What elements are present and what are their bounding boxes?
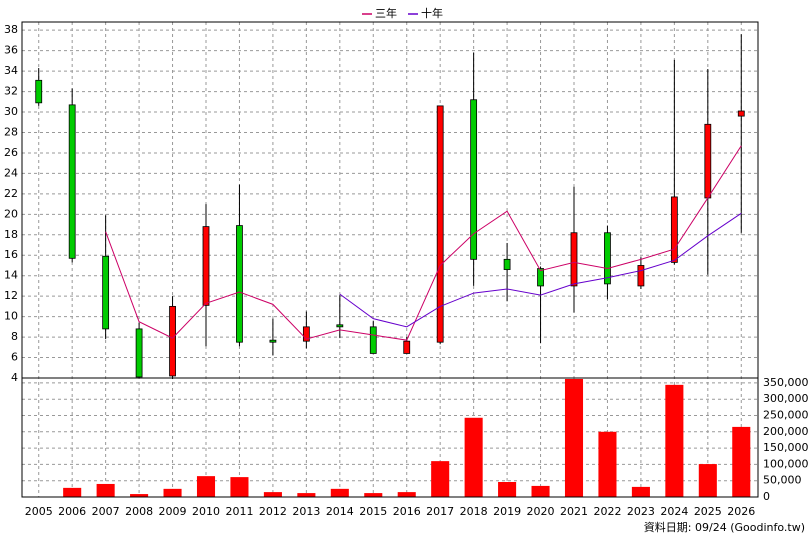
y2-tick-label: 250,000	[763, 408, 808, 421]
x-tick-label: 2010	[192, 505, 220, 518]
candle-body	[537, 268, 544, 287]
x-tick-label: 2005	[25, 505, 53, 518]
x-tick-label: 2013	[292, 505, 320, 518]
x-tick-label: 2017	[426, 505, 454, 518]
ma-line	[105, 145, 742, 341]
candle-body	[35, 79, 43, 104]
volume-bar	[230, 477, 249, 497]
volume-bar	[263, 492, 282, 497]
volume-bar	[163, 488, 182, 497]
candle-body	[704, 123, 712, 199]
y2-tick-label: 100,000	[763, 457, 808, 470]
y2-tick-label: 300,000	[763, 392, 808, 405]
legend-label: 十年	[421, 6, 443, 20]
y2-tick-label: 0	[763, 490, 770, 503]
x-tick-label: 2025	[694, 505, 722, 518]
y-tick-label: 14	[4, 269, 18, 282]
plot-frame	[21, 21, 759, 498]
y-tick-label: 12	[4, 289, 18, 302]
volume-bar	[631, 486, 650, 497]
x-tick-label: 2021	[560, 505, 588, 518]
y-tick-label: 26	[4, 146, 18, 159]
y-tick-label: 20	[4, 207, 18, 220]
y-tick-label: 8	[11, 330, 18, 343]
candle-body	[503, 258, 511, 270]
y-tick-label: 4	[11, 371, 18, 384]
candle-body	[302, 326, 310, 342]
y2-tick-label: 50,000	[763, 474, 802, 487]
candle-body	[403, 340, 411, 354]
x-tick-label: 2015	[359, 505, 387, 518]
candle-body	[202, 226, 210, 306]
candle-body	[269, 339, 277, 343]
candle-body	[102, 255, 110, 330]
y-tick-label: 34	[4, 64, 18, 77]
candle-body	[670, 196, 678, 263]
x-tick-label: 2020	[527, 505, 555, 518]
x-tick-label: 2007	[92, 505, 120, 518]
candle-body	[637, 265, 645, 287]
y-tick-label: 10	[4, 310, 18, 323]
y-tick-label: 16	[4, 248, 18, 261]
volume-bar	[364, 493, 383, 497]
y-tick-label: 6	[11, 351, 18, 364]
y-tick-label: 32	[4, 85, 18, 98]
x-tick-label: 2019	[493, 505, 521, 518]
y-tick-label: 24	[4, 166, 18, 179]
candle-body	[68, 104, 76, 259]
y-tick-label: 30	[4, 105, 18, 118]
volume-bar	[63, 487, 82, 497]
volume-bar	[732, 426, 751, 497]
x-tick-label: 2011	[225, 505, 253, 518]
volume-bar	[130, 494, 149, 497]
candle-body	[737, 110, 745, 117]
x-tick-label: 2012	[259, 505, 287, 518]
y2-tick-label: 350,000	[763, 376, 808, 389]
candle-body	[336, 324, 344, 328]
y-tick-label: 22	[4, 187, 18, 200]
volume-bar	[464, 417, 483, 497]
y2-tick-label: 200,000	[763, 425, 808, 438]
candle-body	[436, 105, 444, 343]
x-tick-label: 2006	[58, 505, 86, 518]
x-tick-label: 2016	[393, 505, 421, 518]
volume-bar	[297, 493, 316, 497]
ma-line	[339, 212, 742, 328]
y-tick-label: 18	[4, 228, 18, 241]
x-tick-label: 2008	[125, 505, 153, 518]
volume-bar	[498, 482, 517, 497]
y-tick-label: 28	[4, 125, 18, 138]
volume-bar	[665, 384, 684, 497]
volume-bar	[598, 431, 617, 497]
candle-body	[169, 305, 176, 377]
volume-bar	[564, 378, 584, 497]
volume-bar	[196, 476, 216, 497]
y2-tick-label: 150,000	[763, 441, 808, 454]
volume-bar	[330, 488, 349, 497]
volume-bar	[531, 485, 550, 497]
x-tick-label: 2009	[159, 505, 187, 518]
candle-body	[236, 225, 243, 343]
x-tick-label: 2014	[326, 505, 354, 518]
candle-body	[604, 232, 611, 285]
volume-bar	[96, 483, 115, 497]
x-tick-label: 2023	[627, 505, 655, 518]
x-tick-label: 2018	[460, 505, 488, 518]
legend-label: 三年	[375, 6, 397, 20]
volume-bar	[698, 464, 717, 497]
source-note: 資料日期: 09/24 (Goodinfo.tw)	[644, 520, 805, 534]
y-tick-label: 38	[4, 23, 18, 36]
y-tick-label: 36	[4, 44, 18, 57]
x-tick-label: 2026	[727, 505, 755, 518]
volume-bar	[431, 461, 450, 497]
volume-bar	[397, 492, 416, 497]
candle-body	[135, 328, 143, 378]
candle-body	[570, 232, 578, 287]
candle-body	[369, 326, 377, 354]
x-tick-label: 2024	[660, 505, 688, 518]
candle-body	[470, 99, 478, 260]
x-tick-label: 2022	[593, 505, 621, 518]
